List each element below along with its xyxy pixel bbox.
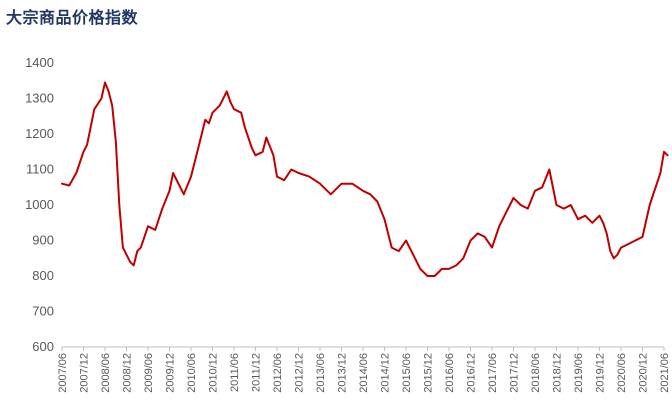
- x-tick-label: 2019/12: [595, 353, 607, 393]
- x-tick-label: 2021/06: [659, 353, 671, 393]
- x-tick-label: 2009/06: [143, 353, 155, 393]
- x-tick-label: 2015/06: [401, 353, 413, 393]
- x-tick-label: 2012/12: [294, 353, 306, 393]
- x-tick-label: 2011/12: [251, 353, 263, 392]
- x-tick-label: 2020/12: [638, 353, 650, 393]
- y-tick-label: 1200: [25, 126, 54, 141]
- x-tick-label: 2010/06: [186, 353, 198, 393]
- x-tick-label: 2014/06: [358, 353, 370, 393]
- y-tick-label: 1300: [25, 91, 54, 106]
- x-tick-label: 2020/06: [616, 353, 628, 393]
- x-tick-label: 2009/12: [165, 353, 177, 393]
- x-tick-label: 2016/06: [444, 353, 456, 393]
- x-axis-ticks: 2007/06 2007/12 2008/06 2008/12 2009/06 2009/…: [57, 347, 671, 393]
- x-tick-label: 2016/12: [466, 353, 478, 393]
- x-tick-label: 2017/12: [509, 353, 521, 393]
- x-tick-label: 2019/06: [573, 353, 585, 393]
- x-tick-label: 2011/06: [229, 353, 241, 392]
- series-lines: [61, 81, 669, 277]
- y-tick-label: 800: [32, 268, 54, 283]
- x-tick-label: 2013/06: [315, 353, 327, 393]
- series-line: [61, 81, 669, 277]
- x-tick-label: 2012/06: [272, 353, 284, 393]
- x-tick-label: 2017/06: [487, 353, 499, 393]
- x-tick-label: 2008/12: [122, 353, 134, 393]
- y-tick-label: 900: [32, 233, 54, 248]
- x-tick-label: 2014/12: [380, 353, 392, 393]
- y-tick-label: 700: [32, 304, 54, 319]
- x-tick-label: 2010/12: [208, 353, 220, 393]
- y-axis-ticks: 600 700 800 900 1000 1100 1200 1300 1400: [25, 55, 54, 354]
- y-tick-label: 1400: [25, 55, 54, 70]
- x-tick-label: 2007/06: [57, 353, 69, 393]
- x-tick-label: 2007/12: [79, 353, 91, 393]
- x-tick-label: 2018/06: [530, 353, 542, 393]
- y-tick-label: 1000: [25, 197, 54, 212]
- y-tick-label: 600: [32, 339, 54, 354]
- x-tick-label: 2013/12: [337, 353, 349, 393]
- x-tick-label: 2008/06: [100, 353, 112, 393]
- chart-title: 大宗商品价格指数: [6, 8, 139, 27]
- x-tick-label: 2015/12: [423, 353, 435, 393]
- x-tick-label: 2018/12: [552, 353, 564, 393]
- y-tick-label: 1100: [26, 162, 54, 177]
